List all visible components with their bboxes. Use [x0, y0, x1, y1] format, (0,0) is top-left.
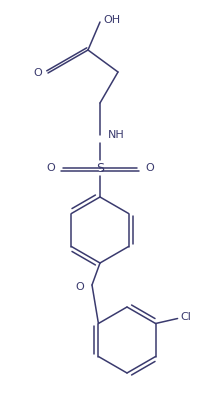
Text: OH: OH	[103, 15, 120, 25]
Text: O: O	[33, 68, 42, 78]
Text: NH: NH	[108, 130, 125, 140]
Text: S: S	[96, 162, 104, 175]
Text: O: O	[46, 163, 55, 173]
Text: Cl: Cl	[181, 312, 191, 321]
Text: O: O	[75, 282, 84, 292]
Text: O: O	[145, 163, 154, 173]
